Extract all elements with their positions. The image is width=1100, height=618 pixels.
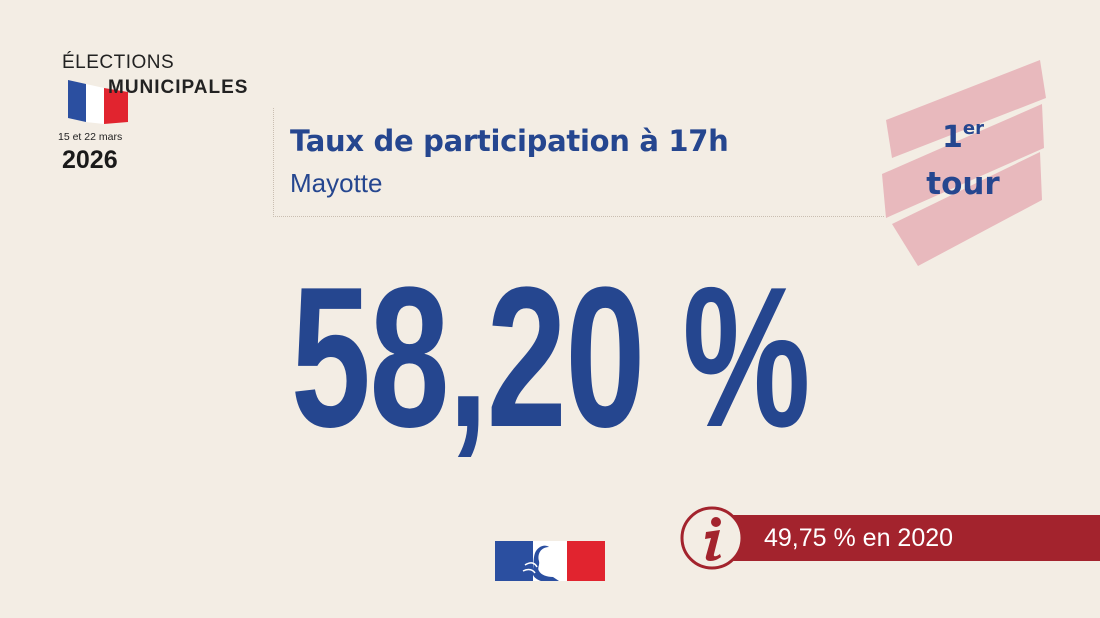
round-badge: 1er tour [878,58,1048,270]
logo-year: 2026 [62,146,118,174]
page-title: Taux de participation à 17h [290,124,729,158]
info-icon [680,506,744,570]
participation-rate-value: 58,20 % [290,246,811,469]
round-number: 1 [942,120,963,155]
logo-title-line1: ÉLECTIONS [62,52,175,73]
round-label: 1er tour [878,120,1048,200]
french-flag-icon [68,80,128,124]
info-previous-rate: 49,75 % en 2020 [764,524,954,552]
title-panel: Taux de participation à 17h Mayotte [273,108,884,217]
elections-logo: ÉLECTIONS MUNICIPALES 15 et 22 mars 2026 [58,52,268,182]
brush-stroke-icon [882,60,1046,266]
info-banner: 49,75 % en 2020 [706,515,1100,561]
territory-name: Mayotte [290,168,383,198]
participation-rate: 58,20 % [0,258,1100,458]
logo-dates: 15 et 22 mars [58,131,123,143]
logo-title-line2: MUNICIPALES [108,77,249,98]
round-word: tour [926,166,1000,202]
marianne-logo-icon [495,541,605,581]
round-superscript: er [962,118,984,139]
